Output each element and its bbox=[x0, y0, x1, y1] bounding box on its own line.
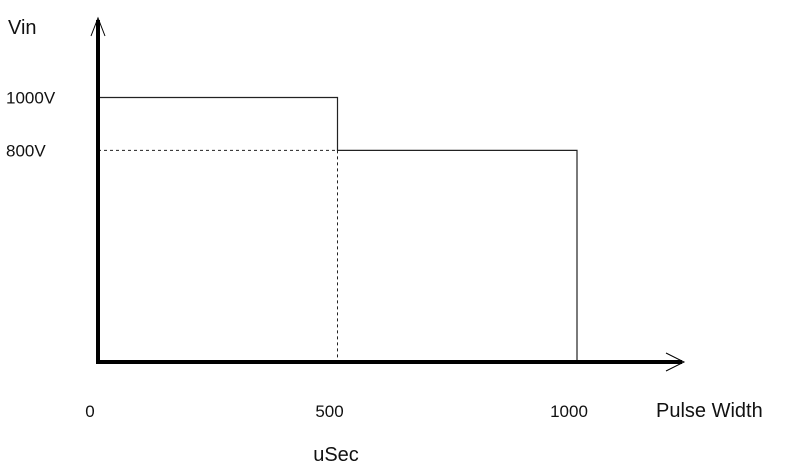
x-tick-label: 0 bbox=[85, 402, 94, 421]
axes bbox=[90, 16, 686, 372]
x-tick-label: 1000 bbox=[550, 402, 588, 421]
y-tick-labels: 1000V 800V bbox=[6, 89, 56, 161]
y-axis-label: Vin bbox=[8, 17, 37, 39]
y-axis-arrow bbox=[90, 16, 106, 37]
y-tick-label: 800V bbox=[6, 141, 46, 160]
y-tick-label: 1000V bbox=[6, 89, 56, 108]
x-tick-labels: 0 500 1000 bbox=[85, 402, 588, 421]
reference-lines bbox=[98, 149, 338, 362]
x-axis-arrow bbox=[665, 352, 686, 372]
x-axis-unit: uSec bbox=[313, 444, 359, 466]
x-tick-label: 500 bbox=[315, 402, 343, 421]
x-axis-label: Pulse Width bbox=[656, 400, 763, 422]
